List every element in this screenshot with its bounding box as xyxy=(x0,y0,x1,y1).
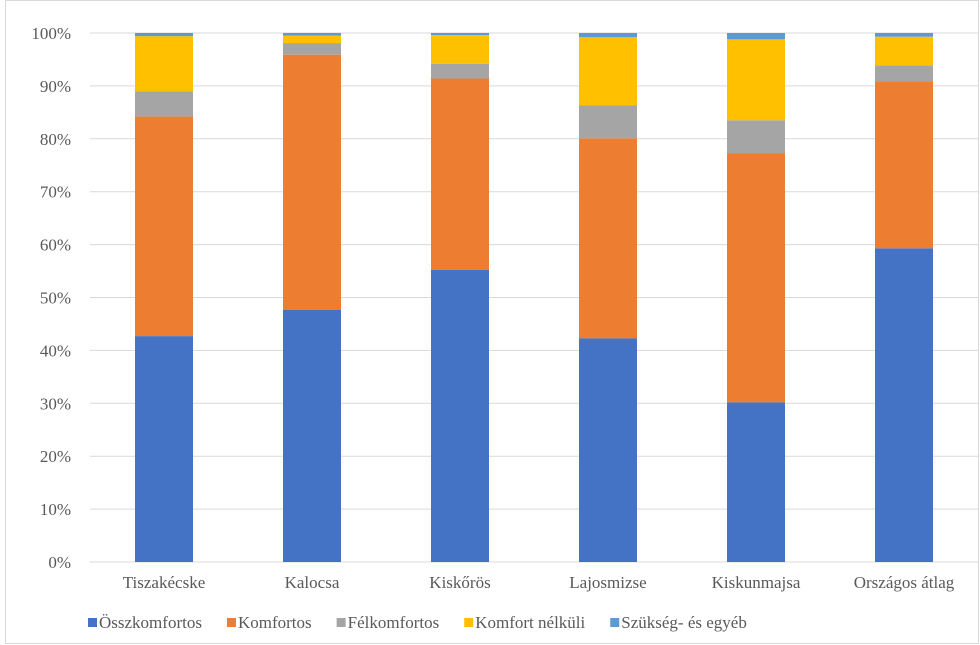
legend-item: Komfort nélküli xyxy=(464,613,586,632)
y-tick-label: 40% xyxy=(40,341,71,360)
bar-segment xyxy=(875,33,933,37)
legend-swatch xyxy=(226,618,236,627)
legend-item: Összkomfortos xyxy=(88,613,202,632)
legend-label: Összkomfortos xyxy=(99,613,202,632)
bar-segment xyxy=(431,63,489,79)
bar-segment xyxy=(135,116,193,337)
legend-item: Szükség- és egyéb xyxy=(610,613,747,632)
y-tick-label: 100% xyxy=(31,24,71,43)
legend-item: Komfortos xyxy=(226,613,312,632)
y-tick-label: 20% xyxy=(40,447,71,466)
bar-segment xyxy=(579,37,637,106)
bar-segment xyxy=(727,120,785,154)
bar-segment xyxy=(431,78,489,270)
bar-segment xyxy=(431,33,489,36)
y-tick-label: 80% xyxy=(40,130,71,149)
y-tick-label: 0% xyxy=(48,553,71,572)
y-tick-label: 30% xyxy=(40,394,71,413)
bar-segment xyxy=(875,36,933,66)
y-tick-label: 50% xyxy=(40,289,71,308)
bar-segment xyxy=(875,81,933,249)
x-category-label: Lajosmizse xyxy=(569,573,646,592)
y-tick-label: 60% xyxy=(40,236,71,255)
legend-swatch xyxy=(464,618,474,627)
legend: Összkomfortos Komfortos Félkomfortos Komfor… xyxy=(88,613,747,632)
x-category-label: Kiskőrös xyxy=(429,573,490,592)
x-category-label: Kiskunmajsa xyxy=(712,573,801,592)
bar-segment xyxy=(283,309,341,562)
legend-swatch xyxy=(610,618,620,627)
y-tick-label: 90% xyxy=(40,77,71,96)
bar-segment xyxy=(283,54,341,310)
bar-segment xyxy=(135,91,193,117)
bars xyxy=(135,33,933,563)
bar-segment xyxy=(135,36,193,92)
bar-segment xyxy=(283,35,341,44)
bar-segment xyxy=(135,33,193,37)
bar-segment xyxy=(727,402,785,562)
legend-label: Komfortos xyxy=(238,613,312,632)
bar-segment xyxy=(135,336,193,562)
legend-swatch xyxy=(336,618,346,627)
bar-segment xyxy=(579,105,637,139)
legend-label: Komfort nélküli xyxy=(475,613,585,632)
bar-segment xyxy=(875,65,933,82)
x-category-label: Kalocsa xyxy=(285,573,340,592)
x-category-label: Tiszakécske xyxy=(123,573,205,592)
bar-segment xyxy=(727,33,785,40)
bar-segment xyxy=(727,153,785,403)
x-axis-category-labels: Tiszakécske Kalocsa Kiskőrös Lajosmizse Kisk… xyxy=(123,573,955,592)
bar-segment xyxy=(579,33,637,38)
bar-segment xyxy=(431,269,489,562)
bar-segment xyxy=(579,338,637,562)
bar-segment xyxy=(875,248,933,563)
gridlines xyxy=(90,32,978,563)
legend-label: Szükség- és egyéb xyxy=(621,613,747,632)
legend-item: Félkomfortos xyxy=(336,613,440,632)
y-tick-label: 70% xyxy=(40,183,71,202)
x-category-label: Országos átlag xyxy=(854,573,955,592)
bar-segment xyxy=(579,138,637,339)
legend-label: Félkomfortos xyxy=(348,613,440,632)
legend-swatch xyxy=(88,618,97,627)
bar-segment xyxy=(283,43,341,55)
bar-segment xyxy=(727,39,785,121)
y-axis-tick-labels: 0% 10% 20% 30% 40% 50% 60% 70% 80% 90% 100% xyxy=(31,24,71,572)
y-tick-label: 10% xyxy=(40,500,71,519)
bar-segment xyxy=(283,33,341,36)
bar-segment xyxy=(431,35,489,64)
